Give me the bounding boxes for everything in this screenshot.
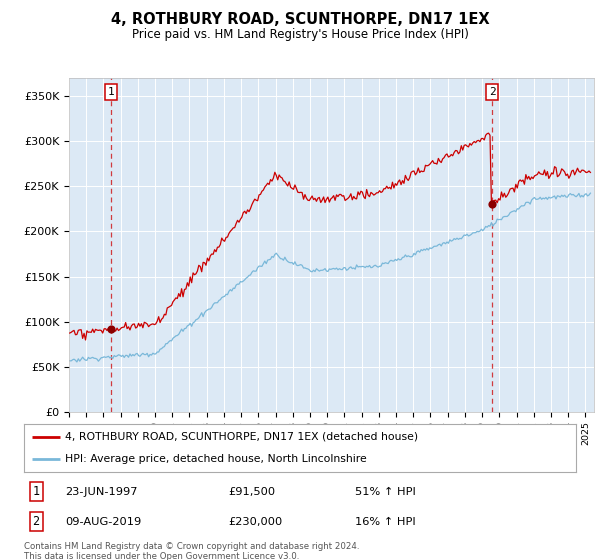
Text: 2: 2 — [32, 515, 40, 529]
Text: 09-AUG-2019: 09-AUG-2019 — [65, 517, 142, 527]
Text: 4, ROTHBURY ROAD, SCUNTHORPE, DN17 1EX: 4, ROTHBURY ROAD, SCUNTHORPE, DN17 1EX — [110, 12, 490, 27]
Text: 2: 2 — [489, 87, 496, 97]
Text: HPI: Average price, detached house, North Lincolnshire: HPI: Average price, detached house, Nort… — [65, 454, 367, 464]
Text: 23-JUN-1997: 23-JUN-1997 — [65, 487, 138, 497]
Text: 16% ↑ HPI: 16% ↑ HPI — [355, 517, 416, 527]
Text: 4, ROTHBURY ROAD, SCUNTHORPE, DN17 1EX (detached house): 4, ROTHBURY ROAD, SCUNTHORPE, DN17 1EX (… — [65, 432, 419, 442]
Point — [107, 325, 116, 334]
Text: £91,500: £91,500 — [228, 487, 275, 497]
Point — [487, 200, 497, 209]
Text: Contains HM Land Registry data © Crown copyright and database right 2024.
This d: Contains HM Land Registry data © Crown c… — [24, 542, 359, 560]
Text: 51% ↑ HPI: 51% ↑ HPI — [355, 487, 416, 497]
Text: Price paid vs. HM Land Registry's House Price Index (HPI): Price paid vs. HM Land Registry's House … — [131, 28, 469, 41]
Text: 1: 1 — [32, 485, 40, 498]
Text: 1: 1 — [108, 87, 115, 97]
Text: £230,000: £230,000 — [228, 517, 283, 527]
